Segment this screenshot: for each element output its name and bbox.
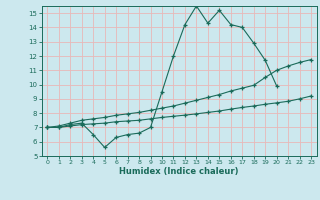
X-axis label: Humidex (Indice chaleur): Humidex (Indice chaleur) bbox=[119, 167, 239, 176]
